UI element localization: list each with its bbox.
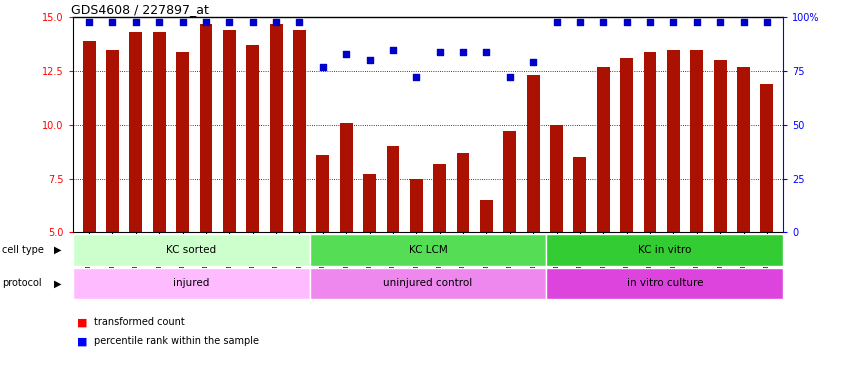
Text: KC in vitro: KC in vitro xyxy=(638,245,692,255)
Bar xyxy=(387,146,400,232)
Point xyxy=(597,18,610,25)
Bar xyxy=(310,268,546,299)
Point xyxy=(129,18,143,25)
Bar xyxy=(574,157,586,232)
Bar xyxy=(83,41,96,232)
Bar xyxy=(714,60,727,232)
Bar xyxy=(73,268,310,299)
Point xyxy=(643,18,657,25)
Text: ▶: ▶ xyxy=(55,278,62,288)
Bar xyxy=(456,153,469,232)
Bar xyxy=(737,67,750,232)
Text: protocol: protocol xyxy=(2,278,41,288)
Point xyxy=(175,18,189,25)
Bar xyxy=(317,155,330,232)
Bar xyxy=(526,75,539,232)
Bar xyxy=(176,52,189,232)
Point xyxy=(363,57,377,63)
Bar xyxy=(270,24,282,232)
Point xyxy=(456,49,470,55)
Bar xyxy=(597,67,609,232)
Point xyxy=(573,18,586,25)
Point xyxy=(690,18,704,25)
Point xyxy=(293,18,306,25)
Point xyxy=(760,18,774,25)
Bar xyxy=(546,268,783,299)
Bar xyxy=(247,45,259,232)
Text: GDS4608 / 227897_at: GDS4608 / 227897_at xyxy=(71,3,209,16)
Text: ■: ■ xyxy=(77,317,87,327)
Point xyxy=(409,74,423,81)
Bar xyxy=(129,32,142,232)
Point xyxy=(737,18,751,25)
Text: ▶: ▶ xyxy=(55,245,62,255)
Bar xyxy=(106,50,119,232)
Text: in vitro culture: in vitro culture xyxy=(627,278,703,288)
Text: percentile rank within the sample: percentile rank within the sample xyxy=(94,336,259,346)
Bar xyxy=(310,234,546,266)
Bar xyxy=(760,84,773,232)
Point xyxy=(199,18,213,25)
Bar xyxy=(73,234,310,266)
Point xyxy=(82,18,96,25)
Point xyxy=(270,18,283,25)
Point xyxy=(386,46,400,53)
Bar xyxy=(433,164,446,232)
Bar xyxy=(410,179,423,232)
Bar xyxy=(199,24,212,232)
Point xyxy=(667,18,681,25)
Point xyxy=(433,49,447,55)
Bar xyxy=(340,122,353,232)
Bar xyxy=(223,30,235,232)
Bar xyxy=(644,52,657,232)
Text: cell type: cell type xyxy=(2,245,44,255)
Bar xyxy=(550,125,563,232)
Point xyxy=(316,64,330,70)
Point xyxy=(479,49,493,55)
Point xyxy=(223,18,236,25)
Point xyxy=(620,18,633,25)
Text: transformed count: transformed count xyxy=(94,317,185,327)
Point xyxy=(550,18,563,25)
Point xyxy=(246,18,259,25)
Bar xyxy=(503,131,516,232)
Bar xyxy=(667,50,680,232)
Bar xyxy=(690,50,703,232)
Bar xyxy=(293,30,306,232)
Text: uninjured control: uninjured control xyxy=(383,278,473,288)
Point xyxy=(152,18,166,25)
Point xyxy=(105,18,119,25)
Bar xyxy=(480,200,493,232)
Text: KC sorted: KC sorted xyxy=(166,245,217,255)
Point xyxy=(503,74,517,81)
Bar xyxy=(363,174,376,232)
Bar xyxy=(153,32,166,232)
Point xyxy=(339,51,353,57)
Text: KC LCM: KC LCM xyxy=(408,245,448,255)
Text: ■: ■ xyxy=(77,336,87,346)
Point xyxy=(713,18,727,25)
Bar xyxy=(621,58,633,232)
Point xyxy=(526,60,540,66)
Text: injured: injured xyxy=(173,278,210,288)
Bar xyxy=(546,234,783,266)
